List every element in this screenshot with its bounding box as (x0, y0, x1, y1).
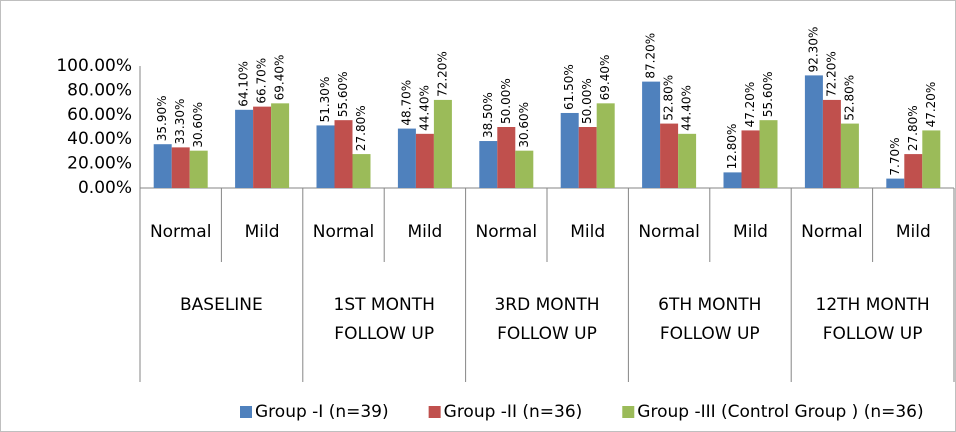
y-tick-label: 20.00% (67, 154, 132, 174)
data-label: 51.30% (318, 77, 332, 123)
data-label: 92.30% (806, 27, 820, 73)
bar (904, 154, 923, 188)
legend-swatch (428, 406, 441, 418)
group-label: FOLLOW UP (660, 324, 760, 344)
bar (660, 123, 679, 188)
bar (271, 103, 290, 188)
data-label: 33.30% (173, 99, 187, 145)
data-label: 69.40% (273, 55, 287, 101)
y-tick-label: 0.00% (78, 178, 132, 198)
data-label: 50.00% (580, 78, 594, 124)
y-tick-label: 100.00% (56, 56, 132, 76)
data-label: 64.10% (237, 61, 251, 107)
bar (171, 147, 190, 188)
x-tick-label: Mild (896, 222, 931, 242)
data-label: 30.60% (517, 102, 531, 148)
data-label: 27.80% (906, 105, 920, 151)
data-label: 47.20% (924, 82, 938, 128)
group-label: 3RD MONTH (494, 295, 599, 315)
data-label: 47.20% (743, 82, 757, 128)
y-tick-label: 40.00% (67, 129, 132, 149)
data-label: 66.70% (255, 58, 269, 104)
bar (334, 120, 353, 188)
data-label: 52.80% (662, 75, 676, 121)
x-tick-label: Normal (313, 222, 375, 242)
bar (723, 172, 742, 188)
data-label: 7.70% (888, 137, 902, 175)
y-tick-label: 80.00% (67, 80, 132, 100)
data-label: 12.80% (725, 124, 739, 170)
legend-item: Group -I (n=39) (240, 402, 389, 422)
group-label: FOLLOW UP (823, 324, 923, 344)
x-tick-label: Normal (150, 222, 212, 242)
bar (316, 125, 335, 188)
bar (352, 154, 371, 188)
bar (578, 127, 597, 188)
bar (153, 144, 172, 188)
bar (253, 106, 272, 188)
legend-item: Group -III (Control Group ) (n=36) (622, 402, 924, 422)
x-tick-label: Normal (476, 222, 538, 242)
data-label: 87.20% (644, 33, 658, 79)
data-label: 50.00% (499, 78, 513, 124)
bar (189, 150, 208, 188)
bar (678, 133, 697, 188)
x-tick-label: Mild (733, 222, 768, 242)
bar (397, 128, 416, 188)
bar (479, 141, 498, 188)
bar (515, 150, 534, 188)
group-label: FOLLOW UP (497, 324, 597, 344)
bar (759, 120, 778, 188)
bar (642, 81, 661, 188)
bar (840, 123, 859, 188)
data-label: 38.50% (481, 92, 495, 138)
bar (497, 127, 516, 188)
bar (433, 99, 452, 188)
legend-swatch (240, 406, 252, 418)
data-label: 30.60% (191, 102, 205, 148)
group-label: 1ST MONTH (334, 295, 435, 315)
bar (804, 75, 823, 188)
x-tick-label: Mild (245, 222, 280, 242)
data-label: 48.70% (399, 80, 413, 126)
data-label: 35.90% (155, 95, 169, 141)
legend-item: Group -II (n=36) (428, 402, 583, 422)
y-tick-label: 60.00% (67, 105, 132, 125)
legend-label: Group -III (Control Group ) (n=36) (637, 402, 923, 422)
data-label: 27.80% (354, 105, 368, 151)
bar (741, 130, 760, 188)
group-label: 6TH MONTH (658, 295, 761, 315)
data-label: 52.80% (842, 75, 856, 121)
legend-label: Group -II (n=36) (444, 402, 583, 422)
bar (922, 130, 941, 188)
legend-label: Group -I (n=39) (255, 402, 389, 422)
legend-swatch (622, 406, 635, 418)
data-label: 61.50% (562, 64, 576, 110)
group-label: BASELINE (180, 295, 263, 315)
data-label: 55.60% (761, 71, 775, 117)
bar (822, 99, 841, 188)
x-tick-label: Mild (407, 222, 442, 242)
data-label: 72.20% (824, 51, 838, 97)
bar (235, 109, 254, 188)
bar (560, 112, 579, 188)
bar (596, 103, 615, 188)
x-tick-label: Normal (638, 222, 700, 242)
x-tick-label: Mild (570, 222, 605, 242)
data-label: 69.40% (598, 55, 612, 101)
data-label: 44.40% (680, 85, 694, 131)
data-label: 55.60% (336, 71, 350, 117)
group-label: FOLLOW UP (334, 324, 434, 344)
x-tick-label: Normal (801, 222, 863, 242)
bar (886, 178, 905, 188)
data-label: 44.40% (417, 85, 431, 131)
group-label: 12TH MONTH (816, 295, 930, 315)
bar (415, 133, 434, 188)
data-label: 72.20% (435, 51, 449, 97)
